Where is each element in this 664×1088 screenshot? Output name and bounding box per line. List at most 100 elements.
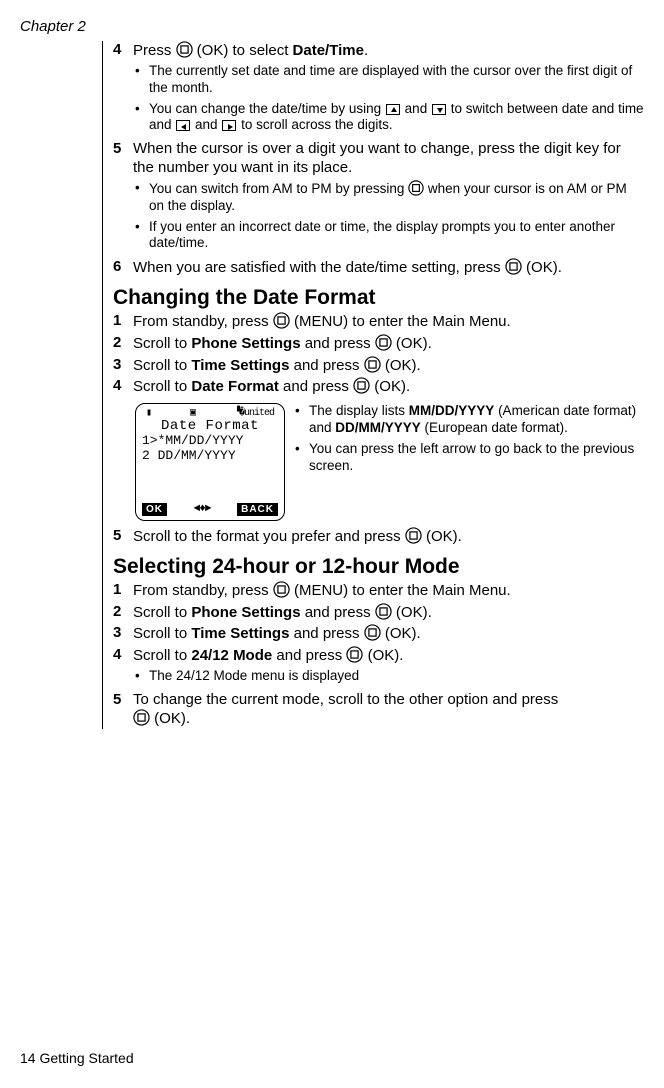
bullet: •The 24/12 Mode menu is displayed — [135, 668, 644, 685]
step-5: 5 When the cursor is over a digit you wa… — [113, 140, 644, 178]
step-a4: 4 Scroll to Date Format and press (OK). — [113, 377, 644, 397]
text: (OK). — [370, 378, 410, 395]
text: To change the current mode, scroll to th… — [133, 691, 558, 708]
text: . — [364, 42, 368, 59]
bullet: •The display lists MM/DD/YYYY (American … — [295, 403, 644, 437]
ok-key-icon — [346, 646, 363, 663]
step-number: 3 — [113, 356, 133, 376]
bold-term: Time Settings — [191, 357, 289, 374]
step-text: Scroll to Time Settings and press (OK). — [133, 624, 644, 644]
step-a3: 3 Scroll to Time Settings and press (OK)… — [113, 356, 644, 376]
step-number: 1 — [113, 312, 133, 332]
bullet-dot: • — [295, 403, 309, 437]
section-heading: Changing the Date Format — [113, 286, 644, 310]
text: and press — [301, 335, 375, 352]
ok-key-icon — [364, 356, 381, 373]
step-number: 5 — [113, 691, 133, 730]
bullet-text: You can switch from AM to PM by pressing… — [149, 180, 644, 215]
text: Scroll to — [133, 604, 191, 621]
text: (OK). — [522, 259, 562, 276]
text: From standby, press — [133, 582, 273, 599]
step-b5: 5 To change the current mode, scroll to … — [113, 691, 644, 730]
step-text: Scroll to Time Settings and press (OK). — [133, 356, 644, 376]
text: and press — [289, 357, 363, 374]
bullet-dot: • — [135, 180, 149, 215]
step-a1: 1 From standby, press (MENU) to enter th… — [113, 312, 644, 332]
bullet-dot: • — [135, 63, 149, 97]
screen-line-1: 1>*MM/DD/YYYY — [142, 434, 278, 448]
content-column: 4 Press (OK) to select Date/Time. •The c… — [102, 41, 644, 729]
text: Scroll to — [133, 647, 191, 664]
bold-term: Date Format — [191, 378, 279, 395]
text: Scroll to — [133, 378, 191, 395]
bullet-text: The 24/12 Mode menu is displayed — [149, 668, 644, 685]
ok-key-icon — [353, 377, 370, 394]
step-text: When you are satisfied with the date/tim… — [133, 258, 644, 278]
bold-term: Time Settings — [191, 625, 289, 642]
text: The display lists — [309, 403, 409, 418]
text: Press — [133, 42, 176, 59]
bold-term: Phone Settings — [191, 604, 300, 621]
bold-term: 24/12 Mode — [191, 647, 272, 664]
ok-key-icon — [375, 334, 392, 351]
softkey-back: BACK — [237, 503, 278, 516]
bullet-dot: • — [135, 668, 149, 685]
text: You can switch from AM to PM by pressing — [149, 181, 408, 196]
ok-key-icon — [505, 258, 522, 275]
text: Scroll to — [133, 357, 191, 374]
screen-line-2: 2 DD/MM/YYYY — [142, 449, 278, 463]
menu-key-icon — [273, 581, 290, 598]
step-6: 6 When you are satisfied with the date/t… — [113, 258, 644, 278]
ok-key-icon — [408, 180, 424, 196]
step-number: 1 — [113, 581, 133, 601]
bullet-text: The display lists MM/DD/YYYY (American d… — [309, 403, 644, 437]
text: and press — [272, 647, 346, 664]
text: and — [191, 117, 221, 132]
text: (OK). — [392, 604, 432, 621]
step-b4-bullets: •The 24/12 Mode menu is displayed — [135, 668, 644, 685]
softkey-ok: OK — [142, 503, 167, 516]
bold-term: Phone Settings — [191, 335, 300, 352]
step-number: 6 — [113, 258, 133, 278]
bullet: •You can change the date/time by using a… — [135, 101, 644, 135]
text: and press — [279, 378, 353, 395]
text: When you are satisfied with the date/tim… — [133, 259, 505, 276]
text: to scroll across the digits. — [237, 117, 392, 132]
step-4: 4 Press (OK) to select Date/Time. — [113, 41, 644, 61]
step-number: 2 — [113, 334, 133, 354]
screen-title: Date Format — [142, 419, 278, 434]
menu-key-icon — [273, 312, 290, 329]
step-b3: 3 Scroll to Time Settings and press (OK)… — [113, 624, 644, 644]
step-b4: 4 Scroll to 24/12 Mode and press (OK). — [113, 646, 644, 666]
text: and — [401, 101, 431, 116]
screen-illustration-row: ▮ ▣ ▝�united Date Format 1>*MM/DD/YYYY 2… — [135, 403, 644, 521]
step-number: 5 — [113, 527, 133, 547]
step-number: 4 — [113, 646, 133, 666]
step-number: 2 — [113, 603, 133, 623]
text: and press — [301, 604, 375, 621]
bullet: •You can switch from AM to PM by pressin… — [135, 180, 644, 215]
text: (OK). — [150, 710, 190, 727]
down-arrow-key-icon — [432, 104, 446, 115]
step-number: 4 — [113, 377, 133, 397]
text: (OK). — [422, 528, 462, 545]
text: Scroll to the format you prefer and pres… — [133, 528, 405, 545]
step-text: Press (OK) to select Date/Time. — [133, 41, 644, 61]
text: (OK). — [381, 357, 421, 374]
step-b2: 2 Scroll to Phone Settings and press (OK… — [113, 603, 644, 623]
step-b1: 1 From standby, press (MENU) to enter th… — [113, 581, 644, 601]
step-text: When the cursor is over a digit you want… — [133, 140, 644, 178]
ok-key-icon — [176, 41, 193, 58]
step-text: Scroll to the format you prefer and pres… — [133, 527, 644, 547]
bullet-text: If you enter an incorrect date or time, … — [149, 219, 644, 253]
screen-notes: •The display lists MM/DD/YYYY (American … — [295, 403, 644, 521]
step-number: 4 — [113, 41, 133, 61]
text: (MENU) to enter the Main Menu. — [290, 313, 511, 330]
page: Chapter 2 4 Press (OK) to select Date/Ti… — [0, 0, 664, 1088]
step-4-bullets: •The currently set date and time are dis… — [135, 63, 644, 135]
nav-arrows-icon: ◄♦► — [194, 503, 211, 515]
ok-key-icon — [364, 624, 381, 641]
chapter-label: Chapter 2 — [20, 18, 644, 35]
up-arrow-key-icon — [386, 104, 400, 115]
bullet: •You can press the left arrow to go back… — [295, 441, 644, 475]
